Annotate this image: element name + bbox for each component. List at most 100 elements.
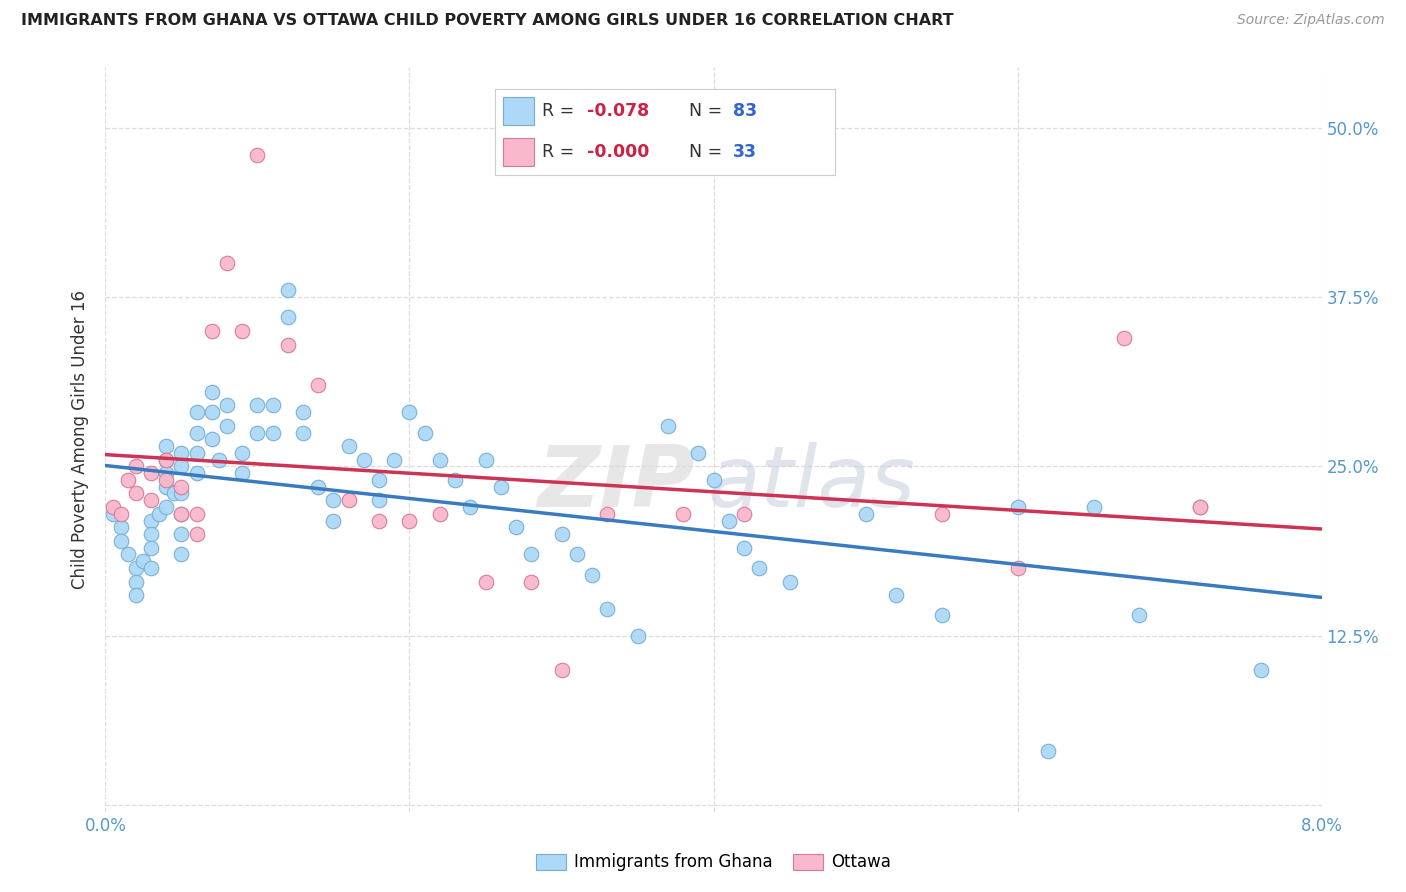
Point <box>322 493 344 508</box>
Point <box>353 452 375 467</box>
Point <box>170 548 193 562</box>
Point <box>125 459 148 474</box>
Point <box>307 378 329 392</box>
Point <box>855 507 877 521</box>
Point <box>368 493 391 508</box>
Point <box>292 425 315 440</box>
Point <box>110 533 132 548</box>
Legend: Immigrants from Ghana, Ottawa: Immigrants from Ghana, Ottawa <box>529 847 898 878</box>
Point <box>382 452 405 467</box>
Point <box>1188 500 1211 514</box>
Point <box>201 324 224 338</box>
Point <box>231 446 253 460</box>
Point <box>262 425 284 440</box>
Point <box>101 500 124 514</box>
Point <box>626 629 648 643</box>
Point <box>1128 608 1150 623</box>
Point <box>429 507 451 521</box>
Point <box>155 500 177 514</box>
Point <box>139 493 162 508</box>
Point <box>688 446 710 460</box>
Point <box>139 541 162 555</box>
Point <box>155 452 177 467</box>
Point <box>1250 663 1272 677</box>
Point <box>148 507 170 521</box>
Point <box>155 452 177 467</box>
Point <box>520 548 543 562</box>
Point <box>186 527 208 541</box>
Point <box>163 486 186 500</box>
Point <box>581 567 603 582</box>
Point <box>702 473 725 487</box>
Point <box>170 507 193 521</box>
Point <box>155 480 177 494</box>
Point <box>117 473 139 487</box>
Text: atlas: atlas <box>707 442 915 525</box>
Point <box>246 148 269 162</box>
Point <box>246 425 269 440</box>
Point <box>368 514 391 528</box>
Point <box>337 439 360 453</box>
Point <box>1188 500 1211 514</box>
Point <box>117 548 139 562</box>
Point <box>489 480 512 494</box>
Point <box>217 256 239 270</box>
Point <box>458 500 481 514</box>
Point <box>139 514 162 528</box>
Point <box>474 574 496 589</box>
Point <box>520 574 543 589</box>
Point <box>170 446 193 460</box>
Point <box>170 486 193 500</box>
Point <box>125 574 148 589</box>
Point <box>170 527 193 541</box>
Point <box>657 418 679 433</box>
Point <box>307 480 329 494</box>
Point <box>1112 331 1135 345</box>
Point <box>322 514 344 528</box>
Point <box>565 548 588 562</box>
Point <box>155 466 177 480</box>
Point <box>672 507 695 521</box>
Point <box>101 507 124 521</box>
Point <box>748 561 770 575</box>
Point <box>292 405 315 419</box>
Point <box>231 466 253 480</box>
Point <box>1007 500 1029 514</box>
Point <box>139 561 162 575</box>
Point <box>505 520 527 534</box>
Point <box>444 473 467 487</box>
Point <box>884 588 907 602</box>
Point <box>733 541 755 555</box>
Point <box>398 514 420 528</box>
Point <box>596 507 619 521</box>
Point <box>1036 744 1059 758</box>
Point <box>429 452 451 467</box>
Point <box>931 507 953 521</box>
Point <box>368 473 391 487</box>
Y-axis label: Child Poverty Among Girls Under 16: Child Poverty Among Girls Under 16 <box>72 290 90 589</box>
Point <box>733 507 755 521</box>
Point <box>186 425 208 440</box>
Point <box>474 452 496 467</box>
Point <box>208 452 231 467</box>
Point <box>186 405 208 419</box>
Point <box>717 514 740 528</box>
Point <box>110 507 132 521</box>
Point <box>139 466 162 480</box>
Text: IMMIGRANTS FROM GHANA VS OTTAWA CHILD POVERTY AMONG GIRLS UNDER 16 CORRELATION C: IMMIGRANTS FROM GHANA VS OTTAWA CHILD PO… <box>21 13 953 29</box>
Text: ZIP: ZIP <box>537 442 696 525</box>
Point <box>337 493 360 508</box>
Point <box>1007 561 1029 575</box>
Point <box>413 425 436 440</box>
Point <box>170 507 193 521</box>
Point <box>170 459 193 474</box>
Point <box>125 588 148 602</box>
Text: Source: ZipAtlas.com: Source: ZipAtlas.com <box>1237 13 1385 28</box>
Point <box>125 486 148 500</box>
Point <box>217 399 239 413</box>
Point <box>132 554 155 568</box>
Point <box>201 384 224 399</box>
Point <box>217 418 239 433</box>
Point <box>262 399 284 413</box>
Point <box>550 663 572 677</box>
